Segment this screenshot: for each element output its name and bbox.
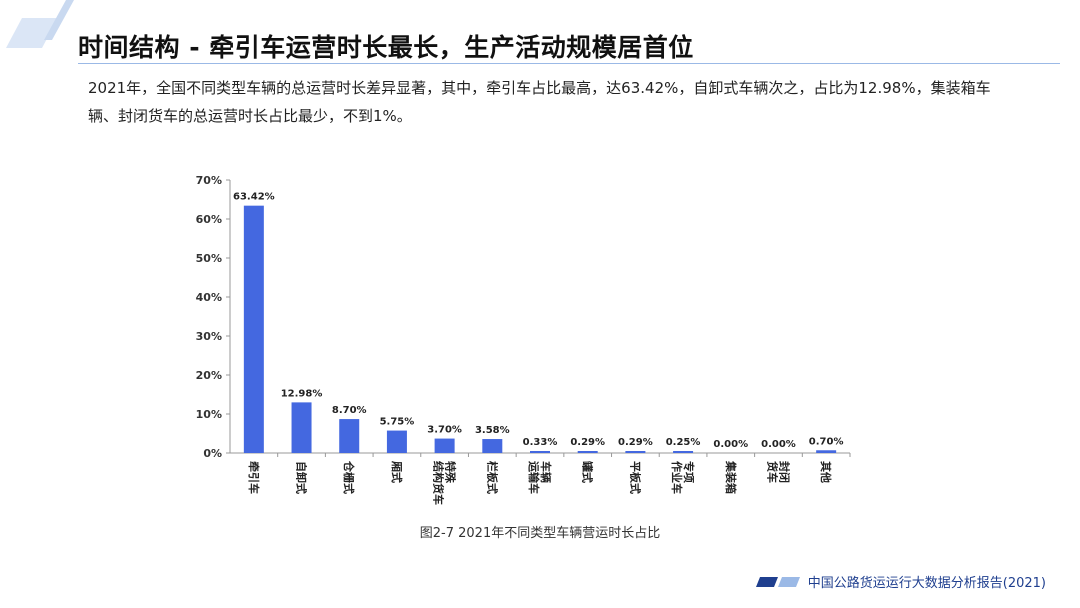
category-label: 车辆 [539, 461, 553, 483]
category-label: 厢式 [390, 461, 404, 483]
category-label: 专项 [682, 461, 696, 483]
category-label-group: 封闭货车 [765, 460, 791, 483]
category-label-group: 集装箱 [724, 460, 738, 494]
bar-栏板式 [482, 439, 503, 453]
data-label: 12.98% [281, 388, 323, 399]
category-label-group: 平板式 [628, 461, 642, 494]
category-label: 集装箱 [724, 460, 738, 494]
category-label: 结构货车 [432, 460, 446, 505]
category-label-group: 仓栅式 [342, 460, 356, 494]
bar-厢式 [386, 430, 407, 453]
y-tick-label: 20% [196, 369, 222, 382]
data-label: 0.33% [523, 437, 558, 448]
footer: 中国公路货运运行大数据分析报告(2021) [755, 572, 1046, 591]
category-label-group: 厢式 [390, 461, 404, 483]
data-label: 8.70% [332, 405, 367, 416]
y-tick-label: 60% [196, 213, 222, 226]
category-label: 特殊 [444, 461, 458, 484]
data-label: 63.42% [233, 192, 275, 203]
bar-其他 [816, 450, 837, 453]
category-label-group: 牵引车 [247, 461, 261, 494]
category-label: 罐式 [581, 460, 595, 483]
bar-自卸式 [291, 402, 312, 453]
y-tick-label: 50% [196, 252, 222, 265]
y-tick-label: 40% [196, 291, 222, 304]
bar-罐式 [577, 451, 598, 453]
category-label-group: 自卸式 [295, 461, 309, 494]
data-label: 3.70% [427, 425, 462, 436]
category-label: 运输车 [527, 461, 541, 494]
header-decoration [6, 0, 74, 48]
data-label: 3.58% [475, 425, 510, 436]
data-label: 0.29% [618, 437, 653, 448]
chart-caption: 图2-7 2021年不同类型车辆营运时长占比 [419, 526, 661, 541]
footer-decoration [755, 576, 800, 587]
category-label: 封闭 [777, 461, 791, 483]
bar-牵引车 [243, 205, 264, 453]
y-tick-label: 0% [203, 447, 222, 460]
data-label: 5.75% [380, 417, 415, 428]
category-label-group: 其他 [819, 461, 833, 483]
description-text: 2021年，全国不同类型车辆的总运营时长差异显著，其中，牵引车占比最高，达63.… [88, 79, 991, 125]
category-label-group: 罐式 [581, 460, 595, 483]
y-tick-label: 70% [196, 174, 222, 187]
footer-text: 中国公路货运运行大数据分析报告(2021) [807, 576, 1046, 591]
y-tick-label: 30% [196, 330, 222, 343]
data-label: 0.29% [570, 437, 605, 448]
bar-专项作业车 [673, 451, 694, 453]
bar-仓栅式 [339, 419, 360, 453]
title-divider [78, 63, 1060, 64]
y-tick-label: 10% [196, 408, 222, 421]
data-label: 0.70% [809, 436, 844, 447]
category-label: 作业车 [670, 461, 684, 494]
data-label: 0.00% [713, 439, 748, 450]
category-label-group: 栏板式 [485, 461, 499, 494]
category-label: 自卸式 [295, 461, 309, 494]
category-label: 仓栅式 [342, 460, 356, 494]
page-title: 时间结构 - 牵引车运营时长最长，生产活动规模居首位 [78, 33, 694, 62]
data-label: 0.00% [761, 439, 796, 450]
bar-平板式 [625, 451, 646, 453]
category-label: 平板式 [628, 461, 642, 494]
category-label: 牵引车 [247, 461, 261, 494]
category-label: 栏板式 [485, 461, 499, 494]
data-label: 0.25% [666, 437, 701, 448]
category-label: 货车 [765, 460, 779, 483]
bar-特殊结构货车 [434, 438, 455, 453]
category-label: 其他 [819, 461, 833, 483]
bar-车辆运输车 [530, 451, 550, 453]
